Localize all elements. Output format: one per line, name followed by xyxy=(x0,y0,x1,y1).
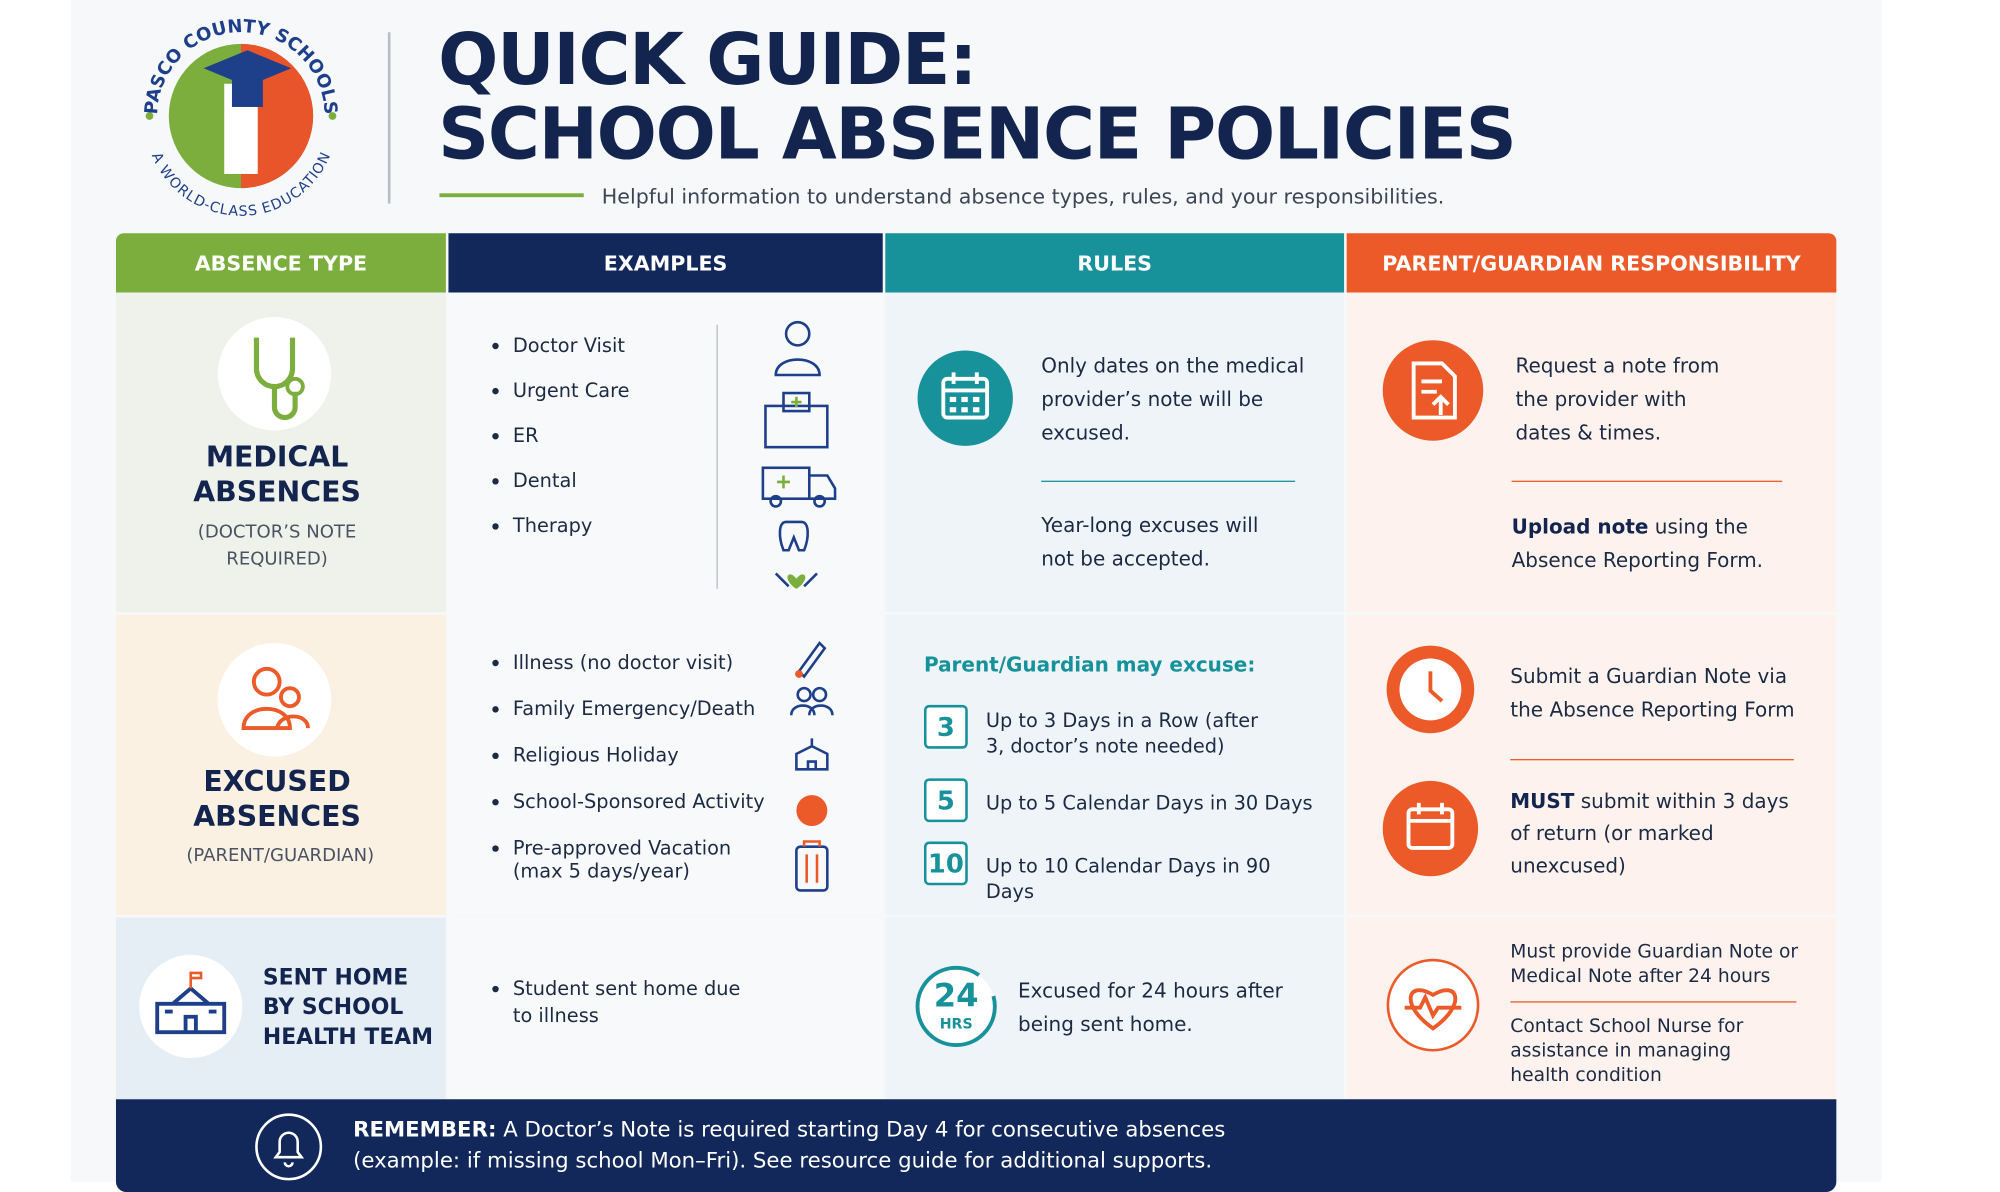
header-divider xyxy=(387,32,391,204)
responsibility-text: Must provide Guardian Note or Medical No… xyxy=(1510,941,1813,990)
rule-text: Up to 10 Calendar Days in 90 Days xyxy=(985,854,1271,904)
examples-list: Doctor Visit Urgent Care ER Dental Thera… xyxy=(490,334,732,538)
responsibility-text: Submit a Guardian Note via the Absence R… xyxy=(1510,660,1806,727)
school-icon xyxy=(139,954,243,1058)
people-icon xyxy=(217,643,332,757)
rule-text: Only dates on the medical provider’s not… xyxy=(1041,354,1305,445)
example-item: Dental xyxy=(513,469,732,492)
absence-type-title: SENT HOME BY SCHOOL HEALTH TEAM xyxy=(262,965,434,1051)
title-line: QUICK GUIDE: xyxy=(438,18,977,101)
example-item: Doctor Visit xyxy=(513,334,732,357)
column-header: RULES xyxy=(885,233,1345,293)
responsibility-body: Contact School Nurse for assistance in m… xyxy=(1510,1016,1744,1087)
responsibility-text: Upload note using the Absence Reporting … xyxy=(1512,510,1789,577)
hours-number: 24 xyxy=(934,976,979,1014)
cell-bg xyxy=(448,917,883,1100)
rule-text: Up to 5 Calendar Days in 30 Days xyxy=(985,791,1313,815)
responsibility-body: submit within 3 days of return (or marke… xyxy=(1510,789,1789,878)
responsibility-text: Contact School Nurse for assistance in m… xyxy=(1510,1015,1768,1088)
responsibility-bold: MUST xyxy=(1510,789,1575,814)
examples-list: Student sent home due to illness xyxy=(490,976,745,1030)
responsibility-separator xyxy=(1511,480,1783,482)
example-item: Therapy xyxy=(513,514,732,537)
cell-bg xyxy=(448,614,883,915)
heart-icon xyxy=(1386,958,1480,1052)
responsibility-body: Request a note from the provider with da… xyxy=(1515,354,1720,445)
hours-unit: HRS xyxy=(940,1016,973,1032)
rule-text: Excused for 24 hours after being sent ho… xyxy=(1018,979,1283,1037)
column-header: ABSENCE TYPE xyxy=(115,233,446,293)
rules-intro: Parent/Guardian may excuse: xyxy=(923,653,1256,677)
examples-divider xyxy=(716,324,718,589)
examples-list: Illness (no doctor visit) Family Emergen… xyxy=(490,651,771,883)
column-header: PARENT/GUARDIAN RESPONSIBILITY xyxy=(1346,233,1837,293)
rule-number: 5 xyxy=(923,778,968,823)
hours-badge: 24 HRS xyxy=(915,965,997,1048)
calendar-icon xyxy=(917,350,1013,446)
column-header: EXAMPLES xyxy=(448,233,883,293)
cell-bg xyxy=(885,292,1345,613)
footer-body: A Doctor’s Note is required starting Day… xyxy=(353,1117,1226,1173)
cell-bg xyxy=(448,292,883,613)
example-icons xyxy=(761,320,837,589)
responsibility-body: Must provide Guardian Note or Medical No… xyxy=(1510,942,1799,988)
footer-banner xyxy=(115,1099,1837,1192)
responsibility-body: using the Absence Reporting Form. xyxy=(1511,515,1764,573)
rule-number: 10 xyxy=(923,841,968,886)
example-item: Family Emergency/Death xyxy=(513,697,771,720)
responsibility-separator xyxy=(1510,1001,1797,1003)
example-item: Illness (no doctor visit) xyxy=(513,651,771,674)
rule-text: Up to 3 Days in a Row (after 3, doctor’s… xyxy=(985,708,1259,758)
example-icons xyxy=(789,641,834,892)
subtitle: Helpful information to understand absenc… xyxy=(601,184,1445,209)
responsibility-body: Submit a Guardian Note via the Absence R… xyxy=(1510,664,1795,722)
absence-type-title: MEDICAL ABSENCES xyxy=(193,442,361,510)
responsibility-separator xyxy=(1510,759,1794,761)
absence-type-note: (PARENT/GUARDIAN) xyxy=(186,845,375,866)
responsibility-bold: Upload note xyxy=(1511,515,1649,539)
title-line: SCHOOL ABSENCE POLICIES xyxy=(438,92,1517,176)
absence-type-title: EXCUSED ABSENCES xyxy=(193,766,361,834)
rule-text: Year-long excuses will not be accepted. xyxy=(1041,514,1259,571)
document-icon xyxy=(1382,340,1484,441)
example-item: Religious Holiday xyxy=(513,744,771,767)
example-item: Urgent Care xyxy=(513,379,732,402)
responsibility-text: MUST submit within 3 days of return (or … xyxy=(1510,786,1800,883)
clock-icon xyxy=(1386,645,1475,734)
rule-separator xyxy=(1041,480,1296,482)
calendar-icon xyxy=(1382,780,1479,877)
absence-type-note: (DOCTOR’S NOTE REQUIRED) xyxy=(197,521,357,570)
responsibility-text: Request a note from the provider with da… xyxy=(1515,349,1747,450)
logo: PASCO COUNTY SCHOOLS A WORLD-CLASS EDUCA… xyxy=(141,16,341,220)
example-item: School-Sponsored Activity xyxy=(513,790,771,813)
footer-text: REMEMBER: A Doctor’s Note is required st… xyxy=(353,1115,1242,1177)
accent-line xyxy=(439,193,584,198)
example-item: Pre-approved Vacation (max 5 days/year) xyxy=(513,836,739,882)
footer-label: REMEMBER: xyxy=(353,1117,497,1142)
rule-number: 3 xyxy=(923,704,968,749)
stethoscope-icon xyxy=(217,317,332,431)
example-item: Student sent home due to illness xyxy=(513,976,745,1030)
example-item: ER xyxy=(513,424,732,447)
bell-icon xyxy=(255,1113,323,1181)
